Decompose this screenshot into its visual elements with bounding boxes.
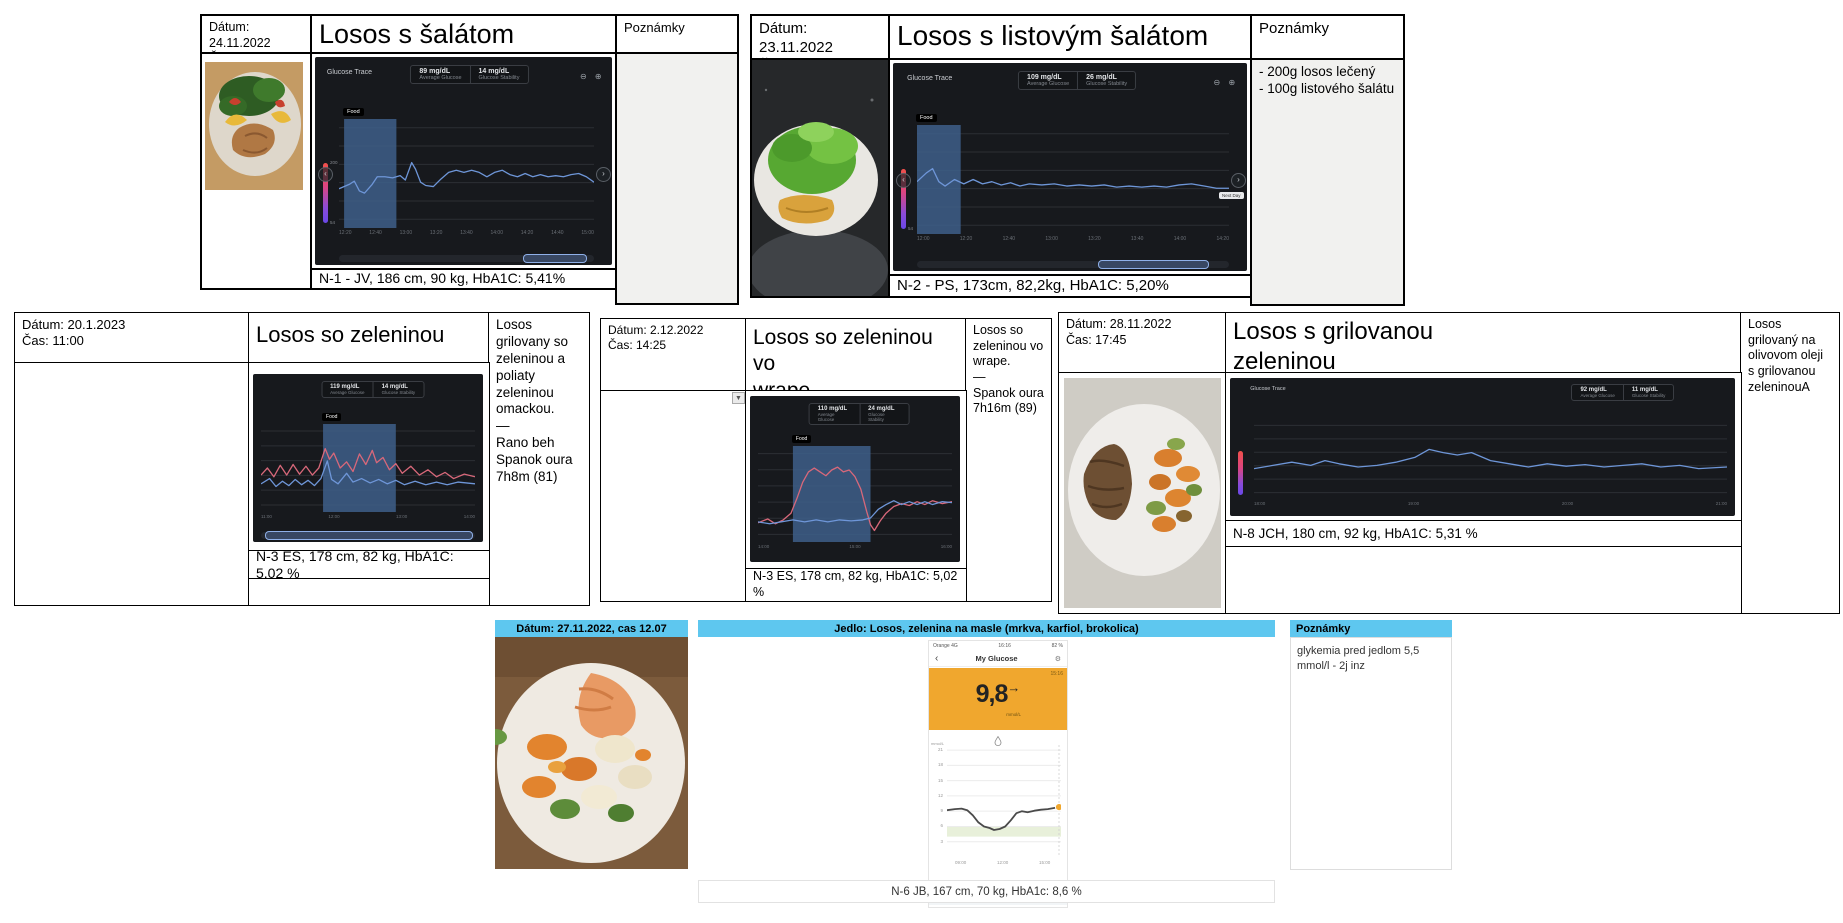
t1-title: Losos s šalátom	[310, 14, 617, 54]
t3-empty-cell	[14, 362, 250, 606]
chart-scrollbar[interactable]	[339, 254, 594, 263]
chart-plot	[261, 424, 475, 512]
t3-date-cell: Dátum: 20.1.2023 Čas: 11:00	[14, 312, 250, 364]
t3-footer: N-3 ES, 178 cm, 82 kg, HbA1C: 5,02 %	[248, 548, 490, 581]
chart-xticks: 12:20 12:40 13:00 13:20 13:40 14:00 14:20 14:40…	[339, 230, 594, 236]
glucose-reading-card: 15:16 9,8→ mmol/L	[929, 668, 1067, 730]
b-notes-header: Poznámky	[1290, 620, 1452, 637]
t2-notes-body: - 200g losos lečený - 100g listového šal…	[1250, 58, 1405, 306]
droplet-icon	[994, 733, 1002, 751]
b-date-header: Dátum: 27.11.2022, cas 12.07	[495, 620, 688, 637]
chart-plot	[758, 446, 952, 542]
status-time: 16:16	[998, 643, 1011, 649]
pan-left-button[interactable]: ‹	[318, 166, 333, 182]
app-title: My Glucose	[975, 654, 1018, 663]
chart-xticks: 11:00 12:00 13:00 14:00	[261, 514, 475, 519]
t5-glucose-chart: Glucose Trace 92 mg/dL Average Glucose 11 m…	[1230, 378, 1735, 516]
chart-xticks: 18:00 19:00 20:00 21:00	[1254, 501, 1727, 506]
trend-arrow-icon: →	[1007, 680, 1021, 695]
t4-empty-cell	[600, 390, 747, 602]
food-marker: Food	[322, 413, 342, 421]
chart-plot	[917, 125, 1229, 234]
t2-footer: N-2 - PS, 173cm, 82,2kg, HbA1C: 5,20%	[888, 274, 1252, 298]
chart-xticks: 12:00 12:20 12:40 13:00 13:20 13:40 14:00 14:20	[917, 236, 1229, 242]
pan-right-button[interactable]: ›	[596, 166, 611, 182]
b-meal-photo	[495, 637, 688, 869]
t5-note: Losos grilovaný na olivovom oleji s gril…	[1740, 312, 1840, 614]
t2-glucose-chart: Glucose Trace 109 mg/dL Average Glucose 26 …	[893, 63, 1247, 271]
b-meal-header: Jedlo: Losos, zelenina na masle (mrkva, …	[698, 620, 1275, 637]
chart-title: Glucose Trace	[907, 75, 953, 83]
t2-notes-header: Poznámky	[1250, 14, 1405, 60]
t5-meal-photo	[1064, 378, 1221, 608]
chart-stats: 109 mg/dL Average Glucose 26 mg/dL Glucose …	[1018, 71, 1137, 91]
t5-footer: N-8 JCH, 180 cm, 92 kg, HbA1C: 5,31 %	[1225, 520, 1742, 548]
chart-plot	[339, 119, 594, 228]
t2-meal-photo	[752, 60, 888, 296]
reading-time: 15:16	[1050, 671, 1063, 677]
chart-stats: 110 mg/dL Average Glucose 24 mg/dL Glucose …	[808, 402, 910, 425]
zoom-icons[interactable]: ⊖ ⊕	[579, 71, 605, 81]
chart-plot	[1254, 419, 1727, 499]
zoom-icons[interactable]: ⊖ ⊕	[1213, 77, 1239, 87]
t1-notes-body	[615, 52, 739, 305]
t3-glucose-chart: 119 mg/dL Average Glucose 14 mg/dL Glucose …	[253, 374, 483, 542]
t1-meal-photo	[205, 62, 303, 190]
chart-stats: 89 mg/dL Average Glucose 14 mg/dL Glucose S…	[410, 65, 529, 85]
food-marker: Food	[343, 108, 364, 116]
settings-gear-icon[interactable]: ⚙	[1054, 655, 1061, 663]
battery-indicator: 82 %	[1051, 643, 1063, 649]
t3-title: Losos so zeleninou	[248, 312, 490, 364]
t1-footer: N-1 - JV, 186 cm, 90 kg, HbA1C: 5,41%	[310, 268, 617, 290]
t5-filler-cell	[1225, 546, 1742, 614]
t4-note: Losos so zeleninou vo wrape. — Spanok ou…	[965, 318, 1052, 602]
chart-xticks: 14:00 15:00 16:00	[758, 544, 952, 549]
phone-status-bar: Orange 4G 16:16 82 %	[929, 641, 1067, 651]
t4-glucose-chart: 110 mg/dL Average Glucose 24 mg/dL Glucose …	[750, 396, 960, 562]
glucose-range-colorbar	[323, 162, 328, 223]
glucose-unit: mmol/L	[1006, 712, 1022, 717]
t4-date-cell: Dátum: 2.12.2022 Čas: 14:25	[600, 318, 747, 392]
b-footer: N-6 JB, 167 cm, 70 kg, HbA1c: 8,6 %	[698, 880, 1275, 903]
t3-note: Losos grilovany so zeleninou a poliaty z…	[488, 312, 590, 606]
glucose-range-colorbar	[1238, 451, 1243, 495]
chart-scrollbar[interactable]	[261, 531, 475, 540]
t4-footer: N-3 ES, 178 cm, 82 kg, HbA1C: 5,02 %	[745, 568, 967, 602]
carrier-label: Orange 4G	[933, 643, 958, 649]
t3-filler-cell	[248, 578, 490, 606]
next-day-button[interactable]: Next Day	[1219, 191, 1244, 199]
food-marker: Food	[916, 114, 937, 122]
t5-date-cell: Dátum: 28.11.2022 Čas: 17:45	[1058, 312, 1227, 374]
back-button[interactable]: ‹	[935, 653, 939, 664]
b-notes-body: glykemia pred jedlom 5,5 mmol/l - 2j inz	[1290, 637, 1452, 870]
t2-date-cell: Dátum: 23.11.2022 Čas: 11:45	[750, 14, 890, 75]
dropdown-arrow-icon[interactable]: ▼	[732, 392, 745, 404]
t5-title: Losos s grilovanou zeleninou	[1225, 312, 1742, 375]
chart-stats: 119 mg/dL Average Glucose 14 mg/dL Glucose …	[321, 380, 425, 398]
chart-title: Glucose Trace	[1250, 386, 1286, 393]
glucose-app-screenshot: Orange 4G 16:16 82 % ‹ My Glucose ⚙ 15:1…	[928, 640, 1068, 908]
t4-title: Losos so zeleninou vo wrape	[745, 318, 967, 402]
axis-unit-label: mmol/L	[931, 741, 945, 746]
chart-stats: 92 mg/dL Average Glucose 11 mg/dL Glucose S…	[1571, 383, 1675, 401]
glucose-value: 9,8	[975, 680, 1009, 708]
chart-title: Glucose Trace	[326, 69, 373, 77]
t1-notes-header: Poznámky	[615, 14, 739, 54]
t2-title: Losos s listovým šalátom	[888, 14, 1252, 60]
phone-nav-bar: ‹ My Glucose ⚙	[929, 651, 1067, 667]
pan-right-button[interactable]: ›	[1231, 172, 1246, 188]
food-marker: Food	[791, 435, 812, 443]
chart-scrollbar[interactable]	[917, 260, 1229, 269]
glucose-range-colorbar	[901, 168, 906, 229]
t1-date-cell: Dátum: 24.11.2022 Čas: 12:00	[200, 14, 312, 65]
pan-left-button[interactable]: ‹	[896, 172, 911, 188]
t1-glucose-chart: Glucose Trace 89 mg/dL Average Glucose 14 m…	[315, 57, 612, 265]
